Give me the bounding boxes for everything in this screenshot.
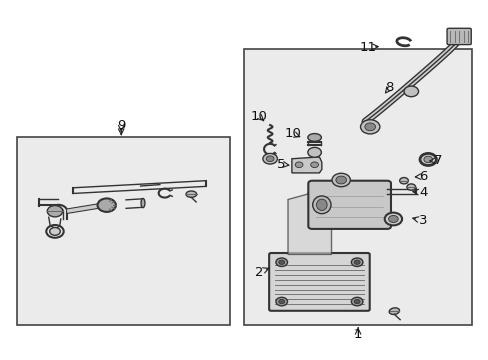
Text: 6: 6 — [418, 170, 427, 183]
Circle shape — [278, 260, 284, 264]
Circle shape — [353, 300, 359, 304]
Ellipse shape — [419, 153, 435, 166]
Text: 10: 10 — [250, 110, 267, 123]
Ellipse shape — [97, 198, 116, 212]
Ellipse shape — [307, 134, 321, 141]
Text: 3: 3 — [418, 214, 427, 227]
Circle shape — [278, 300, 284, 304]
Circle shape — [295, 162, 303, 168]
Ellipse shape — [185, 191, 196, 197]
FancyBboxPatch shape — [268, 253, 369, 311]
Text: 10: 10 — [284, 127, 301, 140]
Text: 5: 5 — [276, 158, 285, 171]
Ellipse shape — [331, 173, 350, 187]
Circle shape — [275, 258, 287, 266]
Text: 1: 1 — [353, 328, 362, 341]
Ellipse shape — [364, 123, 375, 131]
Ellipse shape — [406, 184, 415, 190]
Ellipse shape — [388, 308, 399, 315]
Ellipse shape — [307, 147, 321, 157]
Circle shape — [50, 228, 60, 235]
Circle shape — [275, 297, 287, 306]
Polygon shape — [287, 187, 331, 255]
Ellipse shape — [335, 176, 346, 184]
Text: 9: 9 — [117, 118, 125, 131]
Text: 8: 8 — [385, 81, 393, 94]
Circle shape — [353, 260, 359, 264]
Bar — [244, 49, 471, 325]
Ellipse shape — [265, 156, 273, 162]
FancyBboxPatch shape — [308, 181, 390, 229]
Ellipse shape — [423, 156, 432, 163]
Text: 2: 2 — [254, 266, 263, 279]
Circle shape — [350, 297, 362, 306]
Ellipse shape — [384, 213, 401, 225]
Text: 11: 11 — [359, 41, 375, 54]
Circle shape — [310, 162, 318, 168]
Circle shape — [350, 258, 362, 266]
Text: 7: 7 — [433, 154, 441, 167]
Ellipse shape — [360, 120, 379, 134]
Ellipse shape — [388, 215, 397, 222]
Text: 4: 4 — [418, 186, 427, 199]
Bar — [17, 138, 229, 325]
FancyBboxPatch shape — [446, 28, 470, 45]
Ellipse shape — [316, 199, 326, 211]
Ellipse shape — [312, 196, 330, 214]
Ellipse shape — [141, 198, 144, 208]
Ellipse shape — [263, 153, 277, 164]
Ellipse shape — [403, 86, 418, 97]
Ellipse shape — [399, 177, 407, 184]
Ellipse shape — [47, 206, 62, 217]
Polygon shape — [291, 157, 321, 173]
